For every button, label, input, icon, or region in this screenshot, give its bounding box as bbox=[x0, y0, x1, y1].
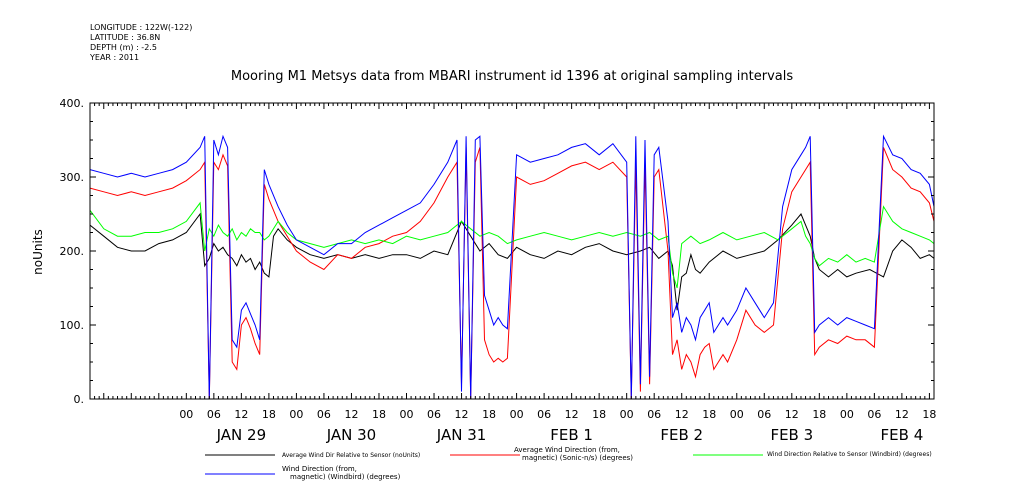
legend-label-wind-dir-relative-windbird: Wind Direction Relative to Sensor (Windb… bbox=[767, 451, 932, 458]
day-label: JAN 29 bbox=[216, 426, 267, 444]
series-line-avg-wind-dir-relative bbox=[89, 212, 935, 311]
y-tick-label: 400. bbox=[60, 97, 85, 110]
latitude-text: LATITUDE : 36.8N bbox=[90, 33, 160, 42]
y-tick-label: 100. bbox=[60, 319, 85, 332]
x-tick-label: 00 bbox=[289, 408, 303, 421]
legend: Average Wind Dir Relative to Sensor (noU… bbox=[205, 446, 932, 481]
day-label-layer: JAN 29 JAN 30 JAN 31 FEB 1 FEB 2 FEB 3 FEB 4 bbox=[216, 426, 924, 444]
x-tick-label: 06 bbox=[427, 408, 441, 421]
x-tick-label: 18 bbox=[922, 408, 936, 421]
metadata-block: LONGITUDE : 122W(-122) LATITUDE : 36.8N … bbox=[89, 23, 192, 62]
x-tick-layer: 00 06 12 18 00 06 12 18 00 06 12 18 00 06 12 18 00 06 12 18… bbox=[89, 103, 936, 421]
x-tick-label: 06 bbox=[537, 408, 551, 421]
x-tick-label: 18 bbox=[592, 408, 606, 421]
legend-label-wind-dir-windbird: Wind Direction (from, bbox=[282, 465, 357, 473]
day-label: FEB 2 bbox=[660, 426, 703, 444]
x-tick-label: 06 bbox=[867, 408, 881, 421]
year-text: YEAR : 2011 bbox=[89, 53, 139, 62]
y-tick-layer: 0. 100. 200. 300. 400. bbox=[60, 97, 934, 406]
day-label: JAN 31 bbox=[436, 426, 487, 444]
x-tick-label: 12 bbox=[785, 408, 799, 421]
x-tick-label: 12 bbox=[234, 408, 248, 421]
depth-text: DEPTH (m) : -2.5 bbox=[90, 43, 157, 52]
series-line-avg-wind-dir-sonic bbox=[89, 147, 935, 400]
x-tick-label: 06 bbox=[207, 408, 221, 421]
x-tick-label: 00 bbox=[620, 408, 634, 421]
series-line-wind-dir-windbird bbox=[89, 134, 935, 400]
y-tick-label: 200. bbox=[60, 245, 85, 258]
x-tick-label: 18 bbox=[702, 408, 716, 421]
x-tick-label: 06 bbox=[757, 408, 771, 421]
y-axis-label: noUnits bbox=[31, 229, 45, 275]
chart-title: Mooring M1 Metsys data from MBARI instru… bbox=[231, 69, 793, 84]
y-tick-label: 300. bbox=[60, 171, 85, 184]
x-tick-label: 06 bbox=[647, 408, 661, 421]
day-label: FEB 3 bbox=[770, 426, 813, 444]
x-tick-label: 18 bbox=[262, 408, 276, 421]
x-tick-label: 18 bbox=[812, 408, 826, 421]
x-tick-label: 12 bbox=[455, 408, 469, 421]
legend-label-avg-wind-dir-sonic: magnetic) (Sonic-n/s) (degrees) bbox=[522, 454, 633, 462]
x-tick-label: 18 bbox=[372, 408, 386, 421]
x-tick-label: 00 bbox=[840, 408, 854, 421]
legend-label-wind-dir-windbird: magnetic) (Windbird) (degrees) bbox=[290, 473, 401, 481]
y-tick-label: 0. bbox=[74, 393, 85, 406]
longitude-text: LONGITUDE : 122W(-122) bbox=[90, 23, 192, 32]
x-tick-label: 12 bbox=[344, 408, 358, 421]
x-tick-label: 00 bbox=[730, 408, 744, 421]
x-tick-label: 00 bbox=[510, 408, 524, 421]
day-label: FEB 4 bbox=[881, 426, 924, 444]
x-tick-label: 12 bbox=[895, 408, 909, 421]
x-tick-label: 00 bbox=[179, 408, 193, 421]
legend-label-avg-wind-dir-relative: Average Wind Dir Relative to Sensor (noU… bbox=[282, 452, 420, 459]
x-tick-label: 12 bbox=[675, 408, 689, 421]
x-tick-label: 12 bbox=[565, 408, 579, 421]
legend-label-avg-wind-dir-sonic: Average Wind Direction (from, bbox=[514, 446, 620, 454]
series-layer bbox=[89, 134, 935, 400]
x-tick-label: 06 bbox=[317, 408, 331, 421]
x-tick-label: 18 bbox=[482, 408, 496, 421]
day-label: JAN 30 bbox=[326, 426, 377, 444]
series-line-wind-dir-relative-windbird bbox=[89, 201, 935, 289]
day-label: FEB 1 bbox=[550, 426, 593, 444]
x-tick-label: 00 bbox=[400, 408, 414, 421]
